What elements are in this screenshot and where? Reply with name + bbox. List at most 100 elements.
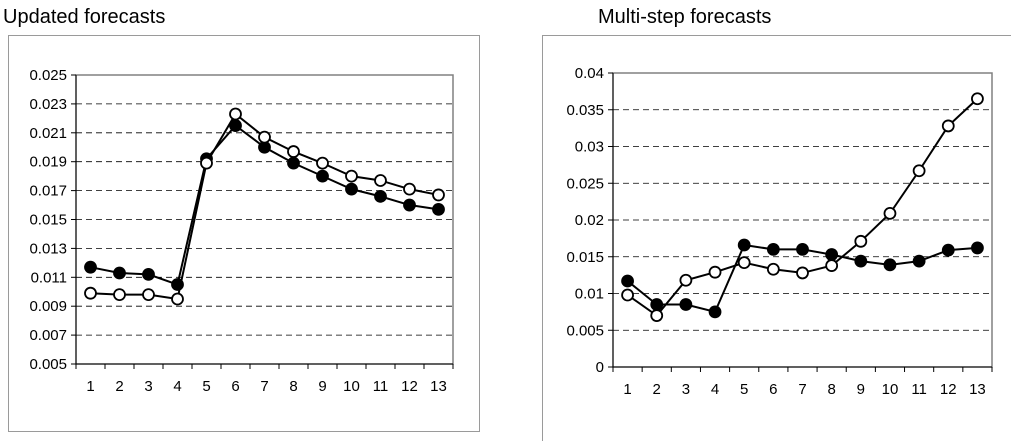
updated-y-tick-label: 0.011 xyxy=(31,269,67,286)
multistep-x-tick-label: 2 xyxy=(653,381,661,398)
updated-point-open xyxy=(142,288,155,302)
updated-y-tick-label: 0.021 xyxy=(29,125,67,142)
updated-point-filled xyxy=(345,182,358,196)
multistep-point-filled xyxy=(796,242,809,256)
multistep-y-tick-label: 0.01 xyxy=(575,286,604,303)
updated-y-tick-label: 0.013 xyxy=(29,240,67,257)
updated-point-filled xyxy=(374,189,387,203)
multistep-point-filled xyxy=(825,248,839,261)
updated-point-filled xyxy=(84,260,97,274)
updated-point-open xyxy=(287,145,300,158)
updated-point-filled xyxy=(403,198,416,212)
updated-point-open xyxy=(374,174,387,187)
updated-x-tick-label: 3 xyxy=(144,378,152,395)
multistep-point-filled xyxy=(621,274,634,288)
updated-y-tick-label: 0.005 xyxy=(29,356,67,373)
multistep-point-filled xyxy=(941,243,955,257)
updated-x-tick-label: 5 xyxy=(202,378,210,395)
updated-x-tick-label: 13 xyxy=(430,378,447,395)
updated-y-tick-label: 0.009 xyxy=(29,298,67,315)
updated-y-tick-label: 0.015 xyxy=(29,212,67,229)
multistep-point-open xyxy=(737,256,751,270)
updated-point-open xyxy=(84,286,97,300)
multistep-point-filled xyxy=(854,254,868,268)
multistep-x-tick-label: 3 xyxy=(682,381,690,398)
multistep-x-tick-label: 6 xyxy=(769,381,777,398)
chart-title-updated: Updated forecasts xyxy=(3,6,166,28)
multistep-point-open xyxy=(679,273,693,287)
updated-x-tick-label: 9 xyxy=(318,378,326,395)
updated-x-tick-label: 4 xyxy=(173,378,181,395)
multistep-y-tick-label: 0.02 xyxy=(575,212,604,229)
updated-point-open xyxy=(345,169,358,183)
multistep-point-filled xyxy=(650,298,664,311)
multistep-x-tick-label: 8 xyxy=(827,381,835,398)
updated-y-tick-label: 0.017 xyxy=(29,183,67,200)
updated-point-open xyxy=(316,156,329,170)
multistep-point-open xyxy=(883,206,897,220)
multistep-point-open xyxy=(766,262,780,276)
multistep-x-tick-label: 10 xyxy=(882,381,899,398)
updated-x-tick-label: 2 xyxy=(115,378,123,395)
multistep-point-open xyxy=(621,288,634,302)
updated-y-tick-label: 0.025 xyxy=(29,67,67,84)
multistep-y-tick-label: 0.025 xyxy=(566,175,604,192)
multistep-point-filled xyxy=(708,305,722,319)
multistep-x-tick-label: 4 xyxy=(711,381,719,398)
multistep-x-tick-label: 5 xyxy=(740,381,748,398)
multistep-y-tick-label: 0.015 xyxy=(566,249,604,266)
multistep-x-tick-label: 12 xyxy=(940,381,957,398)
multistep-point-filled xyxy=(971,241,984,255)
updated-x-tick-label: 6 xyxy=(231,378,239,395)
updated-point-filled xyxy=(316,169,329,183)
updated-y-tick-label: 0.007 xyxy=(29,327,67,344)
multistep-y-tick-label: 0.005 xyxy=(566,322,604,339)
multistep-point-open xyxy=(708,265,722,279)
multistep-x-tick-label: 9 xyxy=(857,381,865,398)
updated-point-filled xyxy=(113,266,126,280)
updated-x-tick-label: 1 xyxy=(86,378,94,395)
multistep-point-open xyxy=(650,309,664,322)
updated-x-tick-label: 8 xyxy=(289,378,297,395)
multistep-x-tick-label: 1 xyxy=(623,381,631,398)
multistep-point-filled xyxy=(912,254,926,268)
updated-x-tick-label: 10 xyxy=(343,378,360,395)
updated-point-open xyxy=(200,156,213,170)
multistep-point-filled xyxy=(883,258,897,272)
multistep-y-tick-label: 0.04 xyxy=(575,65,604,82)
updated-point-open xyxy=(403,182,416,196)
chart-title-multistep: Multi-step forecasts xyxy=(598,6,772,28)
updated-point-filled xyxy=(171,278,184,291)
updated-point-open xyxy=(229,107,242,121)
multistep-point-filled xyxy=(679,298,693,311)
updated-point-open xyxy=(258,130,271,144)
updated-point-open xyxy=(113,288,126,302)
updated-x-tick-label: 12 xyxy=(401,378,418,395)
updated-y-tick-label: 0.019 xyxy=(29,154,67,171)
multistep-point-open xyxy=(941,119,955,133)
multistep-x-tick-label: 11 xyxy=(911,381,927,398)
multistep-point-open xyxy=(796,266,809,280)
updated-point-open xyxy=(171,292,184,306)
updated-x-tick-label: 11 xyxy=(373,378,389,395)
chart-frame-updated xyxy=(8,35,480,432)
multistep-y-tick-label: 0.03 xyxy=(575,139,604,156)
multistep-point-filled xyxy=(737,238,751,252)
updated-y-tick-label: 0.023 xyxy=(29,96,67,113)
updated-x-tick-label: 7 xyxy=(260,378,268,395)
multistep-series-line-open xyxy=(627,97,979,317)
multistep-point-open xyxy=(825,259,839,272)
multistep-x-tick-label: 7 xyxy=(798,381,806,398)
multistep-x-tick-label: 13 xyxy=(969,381,986,398)
chart-frame-multistep xyxy=(542,35,1011,441)
updated-point-filled xyxy=(142,268,155,281)
multistep-point-open xyxy=(912,164,926,178)
multistep-point-open xyxy=(854,234,868,248)
updated-point-filled xyxy=(432,202,445,216)
multistep-point-filled xyxy=(766,242,780,256)
updated-point-open xyxy=(432,188,445,202)
multistep-point-open xyxy=(971,92,984,106)
multistep-y-tick-label: 0 xyxy=(596,359,604,376)
